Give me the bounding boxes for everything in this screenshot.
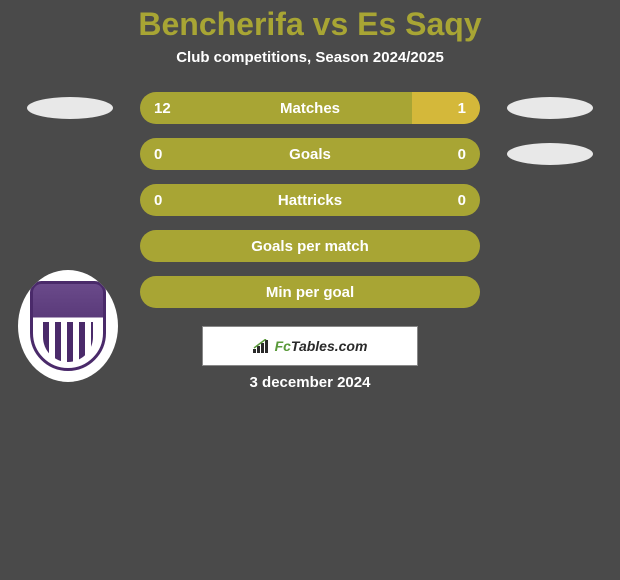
bar-matches: 12 Matches 1 (140, 92, 480, 124)
team-right-slot (500, 276, 600, 308)
team-right-slot (500, 184, 600, 216)
team-right-slot (500, 138, 600, 170)
team-left-slot (20, 230, 120, 262)
bar-left-value: 0 (154, 192, 162, 209)
bar-left-value: 0 (154, 146, 162, 163)
bar-fill (412, 92, 480, 124)
date-text: 3 december 2024 (0, 374, 620, 391)
logo-text: FcTables.com (275, 338, 368, 354)
team-left-slot (20, 138, 120, 170)
bar-label: Hattricks (278, 192, 342, 209)
page-title: Bencherifa vs Es Saqy (0, 6, 620, 43)
ellipse-icon (27, 97, 113, 119)
bars-icon (253, 339, 271, 353)
ellipse-icon (507, 143, 593, 165)
bar-right-value: 0 (458, 192, 466, 209)
bar-mpg: Min per goal (140, 276, 480, 308)
bar-right-value: 1 (458, 100, 466, 117)
bar-hattricks: 0 Hattricks 0 (140, 184, 480, 216)
bar-goals: 0 Goals 0 (140, 138, 480, 170)
comparison-rows: 12 Matches 1 0 Goals 0 0 (0, 92, 620, 308)
bar-left-value: 12 (154, 100, 171, 117)
ellipse-icon (507, 97, 593, 119)
source-logo: FcTables.com (202, 326, 418, 366)
row-goals: 0 Goals 0 (0, 138, 620, 170)
team-right-slot (500, 92, 600, 124)
bar-label: Matches (280, 100, 340, 117)
bar-label: Goals (289, 146, 331, 163)
comparison-infographic: Bencherifa vs Es Saqy Club competitions,… (0, 0, 620, 391)
bar-label: Min per goal (266, 284, 354, 301)
bar-gpm: Goals per match (140, 230, 480, 262)
row-hattricks: 0 Hattricks 0 (0, 184, 620, 216)
shield-icon (30, 281, 106, 371)
team-left-slot (20, 184, 120, 216)
bar-label: Goals per match (251, 238, 369, 255)
page-subtitle: Club competitions, Season 2024/2025 (0, 49, 620, 66)
team-left-slot (20, 92, 120, 124)
team-right-slot (500, 230, 600, 262)
row-goals-per-match: Goals per match (0, 230, 620, 262)
bar-right-value: 0 (458, 146, 466, 163)
row-matches: 12 Matches 1 (0, 92, 620, 124)
team-left-badge (18, 270, 118, 382)
